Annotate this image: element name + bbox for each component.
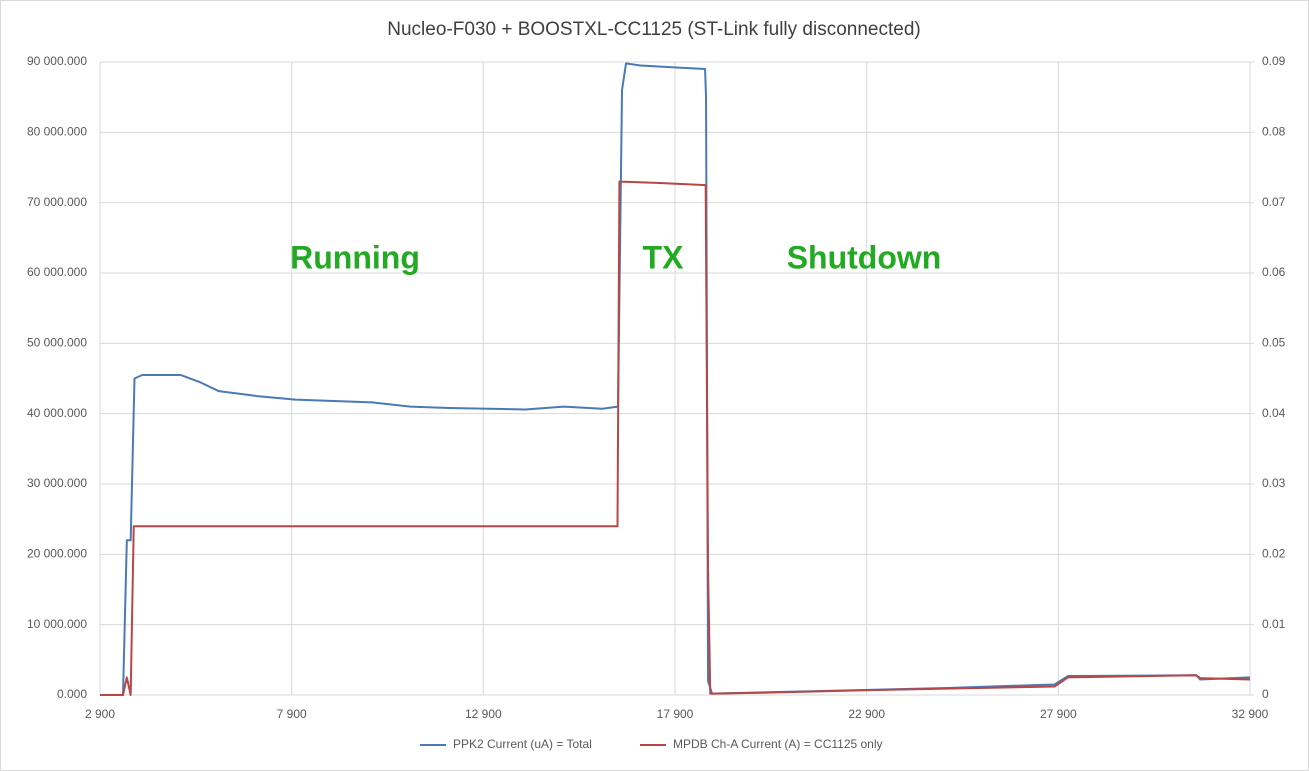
chart-title: Nucleo-F030 + BOOSTXL-CC1125 (ST-Link fu… [387,19,920,40]
y-tick-label: 20 000.000 [27,547,87,561]
y-tick-label: 70 000.000 [27,195,87,209]
annotation: Running [290,239,420,275]
legend-label: PPK2 Current (uA) = Total [453,737,592,751]
y-tick-label: 50 000.000 [27,336,87,350]
y-tick-label: 80 000.000 [27,125,87,139]
x-tick-label: 2 900 [85,707,115,721]
y2-tick-label: 0.07 [1262,195,1286,209]
x-tick-label: 12 900 [465,707,502,721]
y2-tick-label: 0.04 [1262,406,1286,420]
y-tick-label: 0.000 [57,687,87,701]
y-tick-label: 90 000.000 [27,54,87,68]
y-tick-label: 30 000.000 [27,476,87,490]
y2-tick-label: 0.06 [1262,265,1286,279]
y2-tick-label: 0.08 [1262,125,1286,139]
y-tick-label: 10 000.000 [27,617,87,631]
y2-tick-label: 0 [1262,687,1269,701]
y2-tick-label: 0.05 [1262,336,1286,350]
y2-tick-label: 0.03 [1262,476,1286,490]
y2-tick-label: 0.02 [1262,547,1286,561]
y2-tick-label: 0.01 [1262,617,1286,631]
x-tick-label: 17 900 [657,707,694,721]
y2-tick-label: 0.09 [1262,54,1286,68]
y-tick-label: 60 000.000 [27,265,87,279]
legend-label: MPDB Ch-A Current (A) = CC1125 only [673,737,883,751]
y-tick-label: 40 000.000 [27,406,87,420]
x-tick-label: 22 900 [848,707,885,721]
annotation: Shutdown [787,239,942,275]
x-tick-label: 27 900 [1040,707,1077,721]
x-tick-label: 32 900 [1232,707,1269,721]
x-tick-label: 7 900 [277,707,307,721]
series-line [100,180,1251,696]
annotation: TX [643,239,685,275]
